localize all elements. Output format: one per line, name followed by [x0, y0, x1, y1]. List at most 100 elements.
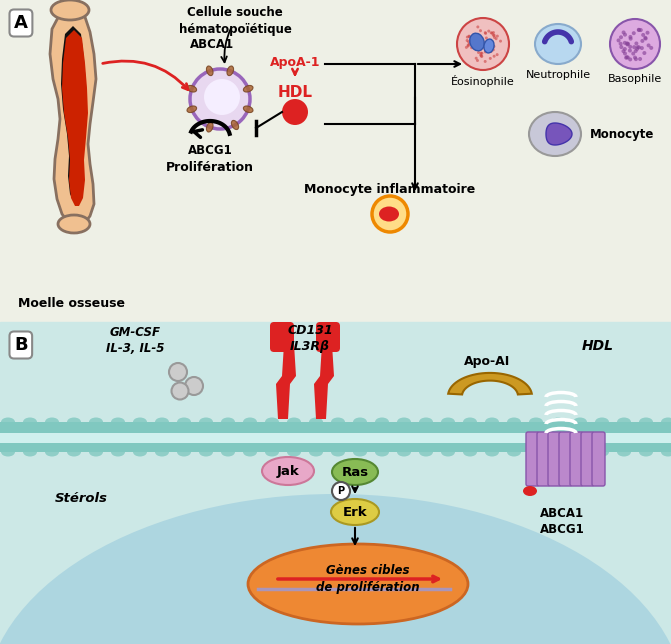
Ellipse shape: [639, 448, 653, 457]
Circle shape: [474, 48, 478, 51]
Ellipse shape: [375, 417, 389, 426]
Polygon shape: [62, 30, 88, 206]
Ellipse shape: [353, 417, 367, 426]
Ellipse shape: [187, 106, 197, 113]
Circle shape: [619, 42, 623, 46]
Ellipse shape: [419, 448, 433, 457]
Ellipse shape: [485, 448, 499, 457]
Circle shape: [491, 32, 494, 35]
Circle shape: [475, 42, 478, 44]
Ellipse shape: [463, 417, 477, 426]
Ellipse shape: [331, 417, 345, 426]
Circle shape: [637, 45, 641, 50]
FancyBboxPatch shape: [570, 432, 583, 486]
Circle shape: [487, 41, 490, 43]
Ellipse shape: [331, 499, 379, 525]
Circle shape: [643, 37, 648, 41]
Circle shape: [493, 55, 496, 58]
Circle shape: [479, 47, 482, 50]
Ellipse shape: [485, 417, 499, 426]
Ellipse shape: [573, 448, 587, 457]
Circle shape: [492, 48, 495, 52]
Ellipse shape: [111, 417, 125, 426]
Circle shape: [621, 49, 625, 53]
Circle shape: [466, 35, 469, 39]
Circle shape: [628, 48, 632, 53]
Circle shape: [474, 57, 478, 60]
Circle shape: [640, 46, 644, 50]
Circle shape: [637, 28, 641, 32]
Circle shape: [488, 46, 491, 49]
Ellipse shape: [45, 448, 59, 457]
Ellipse shape: [231, 120, 239, 129]
Circle shape: [629, 35, 633, 39]
Circle shape: [479, 37, 482, 41]
Circle shape: [485, 37, 488, 39]
Circle shape: [628, 45, 632, 49]
Ellipse shape: [397, 448, 411, 457]
Ellipse shape: [529, 112, 581, 156]
Ellipse shape: [523, 486, 537, 496]
Ellipse shape: [661, 448, 671, 457]
Ellipse shape: [177, 448, 191, 457]
Text: B: B: [14, 336, 28, 354]
Circle shape: [632, 31, 635, 35]
Text: Monocyte: Monocyte: [590, 128, 654, 140]
Circle shape: [625, 41, 629, 46]
Circle shape: [484, 50, 487, 53]
Circle shape: [467, 44, 470, 46]
Bar: [0, 422, 671, 452]
Ellipse shape: [332, 459, 378, 485]
Circle shape: [488, 44, 491, 46]
Ellipse shape: [573, 417, 587, 426]
Circle shape: [619, 45, 623, 49]
Ellipse shape: [1, 448, 15, 457]
Ellipse shape: [244, 86, 253, 92]
Ellipse shape: [207, 122, 213, 132]
Text: ApoA-1: ApoA-1: [270, 55, 320, 68]
Circle shape: [466, 39, 468, 42]
Text: ABCA1: ABCA1: [190, 38, 234, 51]
Ellipse shape: [309, 417, 323, 426]
Circle shape: [484, 32, 487, 35]
Circle shape: [484, 31, 486, 34]
Ellipse shape: [248, 544, 468, 624]
Circle shape: [492, 33, 495, 37]
FancyBboxPatch shape: [316, 322, 340, 352]
Circle shape: [623, 52, 627, 55]
Circle shape: [204, 79, 240, 115]
Polygon shape: [50, 6, 96, 226]
Ellipse shape: [187, 86, 197, 92]
Circle shape: [465, 46, 468, 49]
Circle shape: [626, 42, 630, 46]
Bar: [0, 433, 671, 443]
Ellipse shape: [221, 417, 235, 426]
Text: HDL: HDL: [582, 339, 614, 353]
Circle shape: [470, 35, 474, 39]
Text: P: P: [338, 486, 345, 496]
Ellipse shape: [23, 448, 37, 457]
Circle shape: [488, 57, 492, 60]
Circle shape: [639, 28, 643, 32]
Circle shape: [634, 57, 638, 61]
Bar: [0, 322, 671, 644]
Ellipse shape: [111, 448, 125, 457]
Text: Cellule souche
hématopoïétique: Cellule souche hématopoïétique: [178, 6, 291, 36]
Circle shape: [468, 35, 470, 37]
Circle shape: [631, 52, 635, 55]
Circle shape: [172, 383, 189, 399]
Ellipse shape: [89, 448, 103, 457]
Ellipse shape: [535, 24, 581, 64]
Circle shape: [476, 59, 479, 62]
Ellipse shape: [177, 417, 191, 426]
Circle shape: [623, 47, 627, 51]
Circle shape: [493, 36, 496, 39]
Circle shape: [643, 36, 648, 40]
Circle shape: [372, 196, 408, 232]
Circle shape: [479, 53, 482, 57]
Ellipse shape: [133, 448, 147, 457]
Ellipse shape: [375, 448, 389, 457]
Ellipse shape: [133, 417, 147, 426]
Ellipse shape: [265, 448, 279, 457]
FancyBboxPatch shape: [592, 432, 605, 486]
